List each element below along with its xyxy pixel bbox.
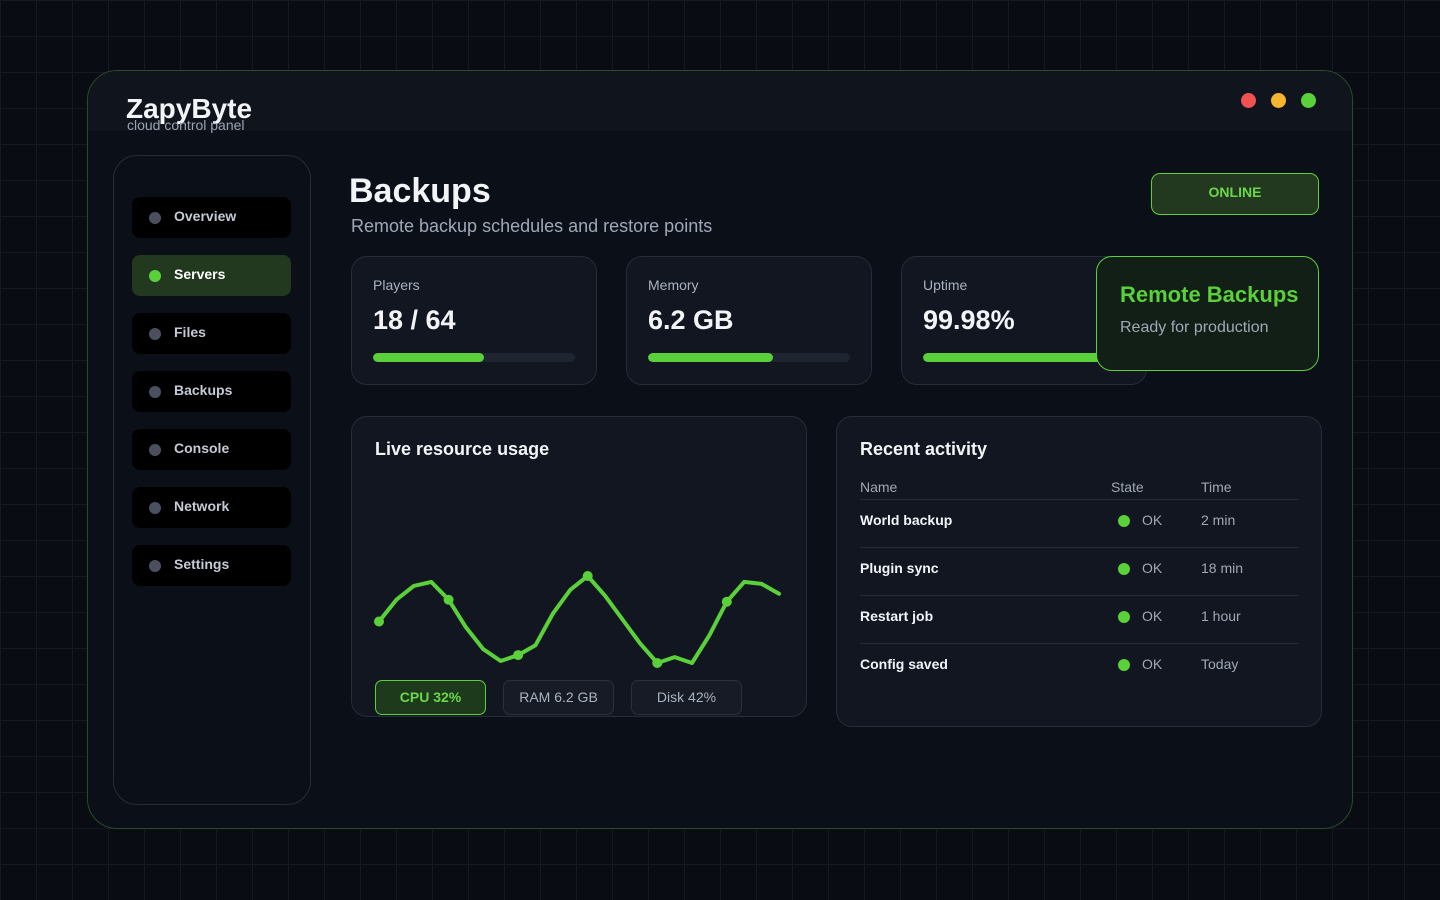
status-dot	[1118, 563, 1130, 575]
row-time: 18 min	[1201, 560, 1244, 576]
usage-point	[721, 596, 732, 607]
minimize-button[interactable]	[1271, 93, 1286, 108]
progress-fill	[923, 353, 1101, 362]
nav-dot	[149, 328, 161, 340]
nav-item[interactable]: Overview	[132, 197, 291, 238]
nav-label: Overview	[174, 208, 237, 224]
usage-point	[374, 616, 384, 627]
nav-label: Servers	[174, 266, 226, 282]
status-button[interactable]: ONLINE	[1151, 173, 1319, 215]
nav-dot	[149, 270, 161, 282]
activity-card: Recent activity Name State Time World backu…	[836, 416, 1322, 727]
metric-chip[interactable]: RAM 6.2 GB	[503, 680, 614, 715]
row-name: Config saved	[860, 656, 948, 672]
progress-track	[923, 353, 1125, 362]
stat-label: Players	[373, 277, 420, 293]
nav-item[interactable]: Backups	[132, 371, 291, 412]
stat-card: Players 18 / 64	[351, 256, 597, 385]
brand: ZapyByte	[126, 93, 253, 124]
table-divider	[860, 499, 1298, 500]
title-bar	[88, 71, 1352, 131]
stat-card: Memory 6.2 GB	[626, 256, 872, 385]
nav-label: Backups	[174, 382, 233, 398]
column-header: Name	[860, 479, 898, 495]
maximize-button[interactable]	[1301, 93, 1316, 108]
status-dot	[1118, 659, 1130, 671]
row-name: Plugin sync	[860, 560, 939, 576]
status-dot	[1118, 515, 1130, 527]
nav-item[interactable]: Console	[132, 429, 291, 470]
nav-dot	[149, 212, 161, 224]
nav-item[interactable]: Settings	[132, 545, 291, 586]
row-state: OK	[1142, 560, 1163, 576]
nav-item[interactable]: Servers	[132, 255, 291, 296]
nav-label: Console	[174, 440, 230, 456]
stat-value: 18 / 64	[373, 305, 456, 335]
stat-card: Uptime 99.98%	[901, 256, 1147, 385]
nav-label: Files	[174, 324, 206, 340]
column-header: State	[1111, 479, 1144, 495]
stat-label: Memory	[648, 277, 699, 293]
page-subtitle: Remote backup schedules and restore poin…	[351, 216, 713, 236]
stat-value: 6.2 GB	[648, 305, 734, 335]
row-name: World backup	[860, 512, 953, 528]
close-button[interactable]	[1241, 93, 1256, 108]
status-dot	[1118, 611, 1130, 623]
nav-dot	[149, 386, 161, 398]
row-state: OK	[1142, 656, 1163, 672]
progress-fill	[373, 353, 485, 362]
usage-card: Live resource usage CPU 32% RAM 6.2 GB Dis…	[351, 416, 807, 717]
progress-track	[373, 353, 575, 362]
callout: Remote Backups Ready for production	[1096, 256, 1319, 371]
nav-item[interactable]: Network	[132, 487, 291, 528]
sidebar: Overview Servers Files Backups Console Networ…	[113, 155, 311, 805]
row-time: 2 min	[1201, 512, 1236, 528]
row-time: Today	[1201, 656, 1239, 672]
usage-point	[443, 594, 454, 605]
row-state: OK	[1142, 608, 1163, 624]
nav-dot	[149, 444, 161, 456]
progress-fill	[648, 353, 774, 362]
column-header: Time	[1201, 479, 1232, 495]
nav-dot	[149, 502, 161, 514]
usage-chart	[374, 571, 781, 668]
row-time: 1 hour	[1201, 608, 1241, 624]
nav-item[interactable]: Files	[132, 313, 291, 354]
usage-point	[652, 658, 663, 668]
callout-title: Remote Backups	[1120, 282, 1299, 307]
usage-title: Live resource usage	[375, 439, 550, 459]
row-state: OK	[1142, 512, 1163, 528]
row-divider	[860, 547, 1298, 548]
stat-label: Uptime	[923, 277, 968, 293]
usage-point	[582, 571, 593, 581]
stat-value: 99.98%	[923, 305, 1015, 335]
usage-line	[377, 574, 781, 665]
activity-title: Recent activity	[860, 439, 988, 459]
usage-point	[513, 650, 524, 661]
row-divider	[860, 643, 1298, 644]
callout-text: Ready for production	[1120, 319, 1269, 336]
row-name: Restart job	[860, 608, 934, 624]
nav-label: Settings	[174, 556, 230, 572]
progress-track	[648, 353, 850, 362]
page-title: Backups	[349, 172, 491, 210]
metric-chip[interactable]: Disk 42%	[631, 680, 742, 715]
app-window: ZapyByte cloud control panel Overview Ser…	[87, 70, 1353, 829]
tagline: cloud control panel	[127, 117, 245, 133]
row-divider	[860, 595, 1298, 596]
nav-label: Network	[174, 498, 230, 514]
metric-chip[interactable]: CPU 32%	[375, 680, 486, 715]
nav-dot	[149, 560, 161, 572]
